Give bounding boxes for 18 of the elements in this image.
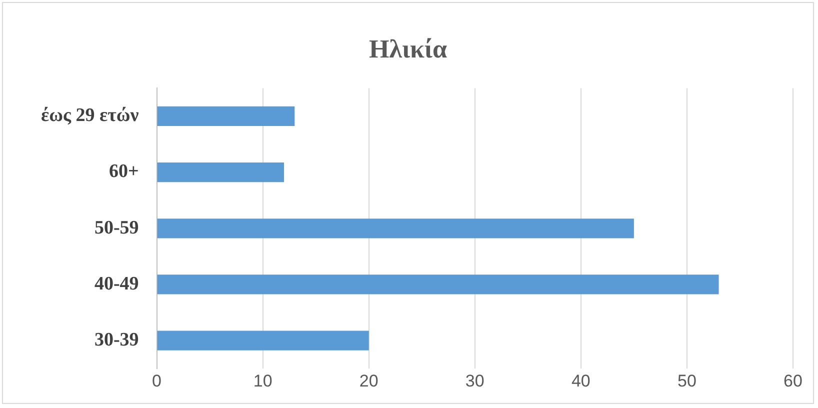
y-tick-label: 40-49 (94, 273, 139, 294)
x-tick-label: 10 (253, 371, 272, 390)
bar (157, 274, 719, 294)
y-tick-label: 30-39 (94, 329, 139, 350)
y-tick-label: 60+ (108, 161, 139, 182)
x-tick-label: 60 (784, 371, 802, 390)
bar (157, 106, 295, 126)
x-tick-label: 20 (359, 371, 378, 390)
chart-title: Ηλικία (368, 34, 448, 64)
bar (157, 330, 369, 350)
x-tick-label: 30 (465, 371, 484, 390)
y-tick-label: έως 29 ετών (40, 105, 140, 126)
bar (157, 162, 284, 182)
y-tick-label: 50-59 (94, 217, 139, 238)
x-tick-label: 0 (152, 371, 162, 390)
x-tick-label: 40 (571, 371, 590, 390)
bar (157, 218, 634, 238)
x-tick-label: 50 (678, 371, 696, 390)
